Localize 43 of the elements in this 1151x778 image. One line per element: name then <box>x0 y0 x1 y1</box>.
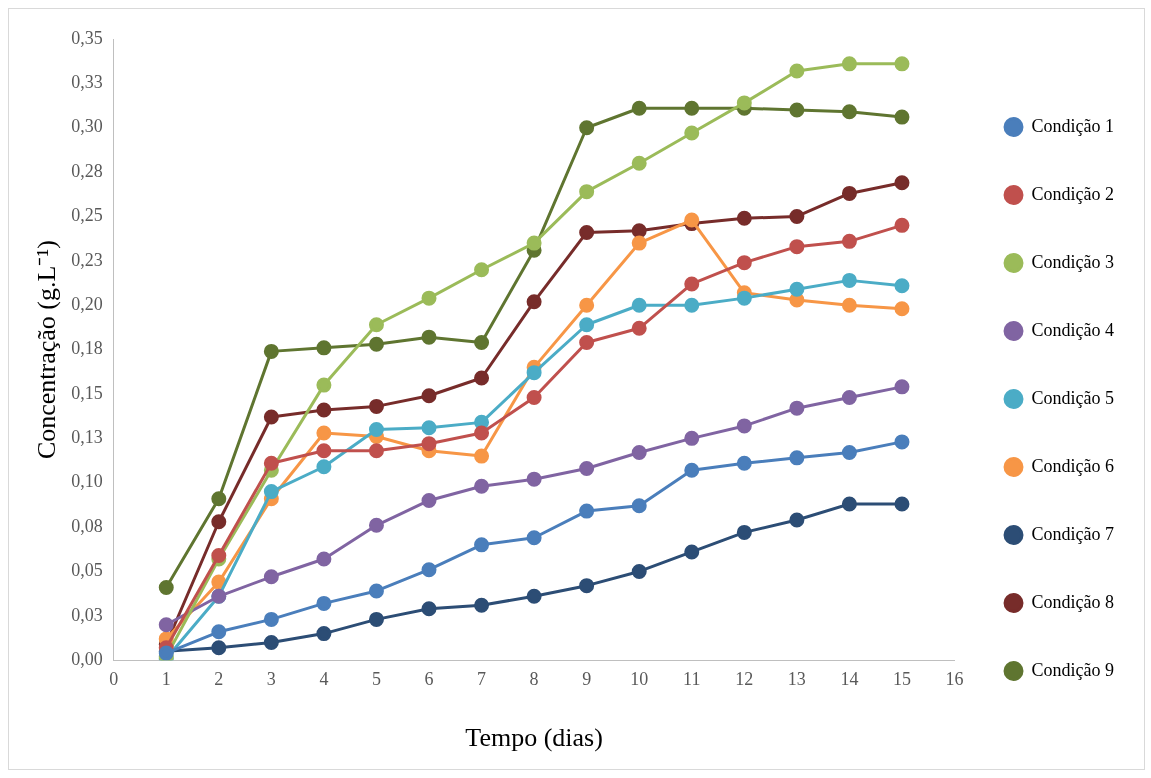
x-tick-label: 8 <box>529 668 539 689</box>
y-tick-label: 0,28 <box>71 160 103 181</box>
x-tick-label: 16 <box>945 668 964 689</box>
y-tick-label: 0,15 <box>71 382 103 403</box>
x-tick-label: 12 <box>735 668 754 689</box>
y-tick-label: 0,25 <box>71 205 103 226</box>
x-tick-label: 15 <box>892 668 911 689</box>
x-tick-label: 5 <box>371 668 381 689</box>
x-tick-label: 10 <box>630 668 649 689</box>
y-tick-label: 0,10 <box>71 471 103 492</box>
y-tick-label: 0,23 <box>71 249 103 270</box>
y-tick-label: 0,05 <box>71 560 103 581</box>
x-tick-label: 1 <box>161 668 171 689</box>
y-tick-label: 0,20 <box>71 293 103 314</box>
y-tick-label: 0,00 <box>71 648 103 669</box>
legend-label: Condição 6 <box>1031 455 1115 476</box>
x-tick-label: 2 <box>214 668 224 689</box>
legend-label: Condição 8 <box>1031 591 1115 612</box>
x-tick-label: 9 <box>582 668 592 689</box>
x-tick-label: 7 <box>477 668 487 689</box>
legend-label: Condição 7 <box>1031 523 1115 544</box>
x-tick-label: 6 <box>424 668 434 689</box>
legend-label: Condição 2 <box>1031 183 1115 204</box>
y-tick-label: 0,03 <box>71 604 103 625</box>
y-tick-label: 0,35 <box>71 27 103 48</box>
x-axis-title: Tempo (dias) <box>465 723 603 753</box>
x-tick-label: 11 <box>683 668 701 689</box>
x-tick-label: 13 <box>787 668 806 689</box>
y-tick-label: 0,30 <box>71 116 103 137</box>
y-tick-label: 0,08 <box>71 515 103 536</box>
legend-label: Condição 4 <box>1031 319 1115 340</box>
legend-label: Condição 5 <box>1031 387 1115 408</box>
y-axis-title: Concentração (g.L⁻¹) <box>32 240 62 460</box>
x-tick-label: 4 <box>319 668 329 689</box>
y-tick-label: 0,18 <box>71 338 103 359</box>
y-tick-label: 0,13 <box>71 427 103 448</box>
legend-label: Condição 1 <box>1031 115 1115 136</box>
legend-label: Condição 3 <box>1031 251 1115 272</box>
y-tick-label: 0,33 <box>71 72 103 93</box>
x-tick-label: 14 <box>840 668 859 689</box>
legend-label: Condição 9 <box>1031 659 1115 680</box>
x-tick-label: 0 <box>109 668 119 689</box>
x-tick-label: 3 <box>266 668 276 689</box>
